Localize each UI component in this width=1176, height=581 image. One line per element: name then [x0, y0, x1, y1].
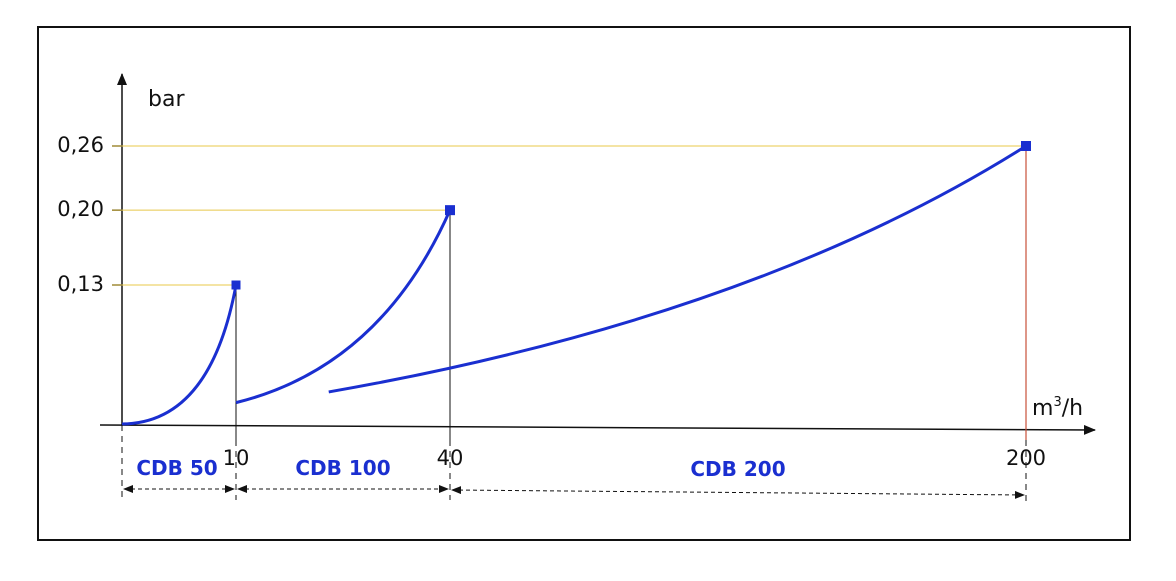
range-arrow-cdb-200 — [451, 486, 1025, 499]
series-cdb-200-endpoint — [1021, 141, 1031, 151]
chart-frame — [37, 26, 1131, 541]
y-axis-label: bar — [148, 87, 185, 112]
y-tick-label: 0,20 — [57, 197, 104, 221]
series-cdb-100-line — [235, 209, 452, 405]
series-label-cdb-50: CDB 50 — [136, 456, 217, 480]
y-tick-label: 0,13 — [57, 272, 104, 296]
series-label-cdb-100: CDB 100 — [295, 456, 390, 480]
guide-lines — [112, 145, 1027, 440]
x-axis-label: m3/h — [1032, 395, 1083, 421]
series-label-cdb-200: CDB 200 — [690, 457, 785, 481]
y-ticks: 0,13 0,20 0,26 — [57, 133, 122, 296]
y-tick-label: 0,26 — [57, 133, 104, 157]
series-cdb-50-endpoint — [231, 280, 241, 290]
x-axis — [99, 424, 1096, 435]
series-cdb-200-line — [328, 144, 1027, 394]
series-cdb-100-endpoint — [445, 205, 455, 216]
series-cdb-50-line — [121, 284, 238, 426]
